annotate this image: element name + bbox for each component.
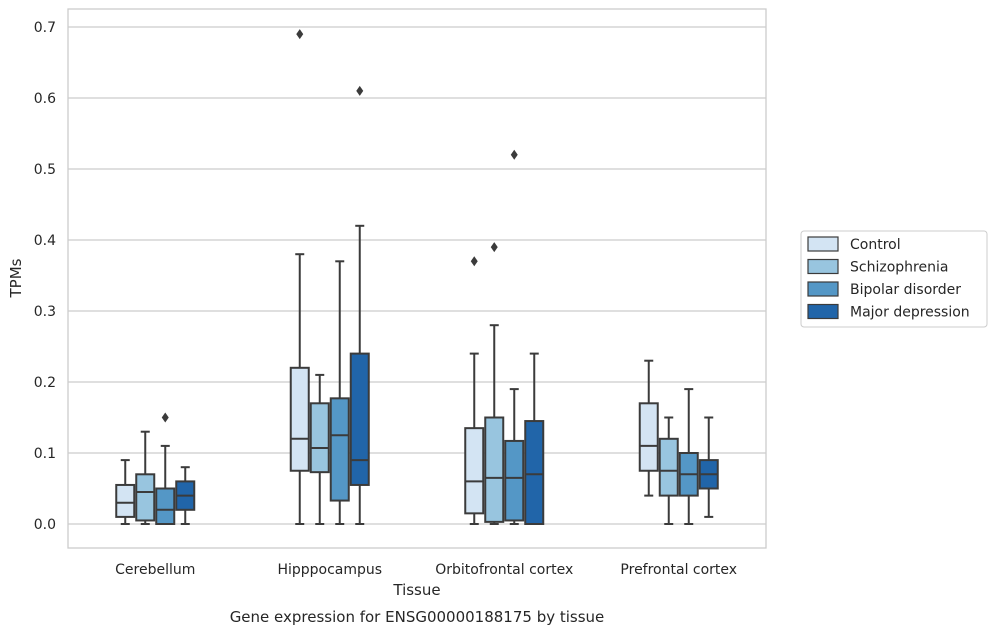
legend-swatch bbox=[807, 236, 839, 252]
box bbox=[504, 149, 525, 525]
box bbox=[484, 242, 505, 525]
box-iqr bbox=[464, 427, 485, 515]
box-iqr bbox=[155, 487, 176, 525]
box bbox=[658, 416, 679, 525]
legend-swatch bbox=[807, 281, 839, 297]
box-iqr bbox=[289, 366, 310, 472]
y-tick-label: 0.6 bbox=[34, 91, 56, 107]
x-tick-label: Orbitofrontal cortex bbox=[435, 562, 573, 578]
box-series bbox=[115, 29, 719, 525]
box bbox=[698, 416, 719, 518]
chart-caption: Gene expression for ENSG00000188175 by t… bbox=[230, 608, 605, 626]
box-iqr bbox=[524, 420, 545, 525]
box bbox=[289, 29, 310, 525]
box-iqr bbox=[135, 473, 156, 522]
y-tick-label: 0.4 bbox=[34, 233, 56, 249]
x-axis-label: Tissue bbox=[392, 581, 440, 599]
y-tick-label: 0.5 bbox=[34, 162, 56, 178]
legend-swatch bbox=[807, 258, 839, 275]
box-iqr bbox=[309, 402, 330, 474]
legend-label: Bipolar disorder bbox=[850, 282, 961, 298]
box bbox=[524, 352, 545, 525]
box bbox=[349, 85, 370, 525]
box bbox=[155, 412, 176, 525]
box-iqr bbox=[638, 402, 659, 472]
box bbox=[309, 373, 330, 525]
box-iqr bbox=[115, 483, 136, 518]
outlier-point bbox=[161, 412, 169, 423]
plot-frame bbox=[67, 8, 767, 549]
outlier-point bbox=[470, 256, 478, 267]
y-tick-label: 0.1 bbox=[34, 446, 56, 462]
box-iqr bbox=[329, 397, 350, 502]
box bbox=[638, 359, 659, 497]
box bbox=[329, 260, 350, 525]
legend-label: Major depression bbox=[850, 305, 970, 321]
legend-label: Schizophrenia bbox=[850, 260, 948, 276]
box bbox=[115, 459, 136, 525]
x-tick-label: Cerebellum bbox=[115, 562, 195, 578]
x-tick-label: Prefrontal cortex bbox=[620, 562, 737, 578]
legend-frame bbox=[800, 230, 988, 328]
box bbox=[464, 256, 485, 525]
y-tick-label: 0.7 bbox=[34, 20, 56, 36]
box-iqr bbox=[349, 352, 370, 486]
legend-swatch bbox=[807, 303, 839, 320]
y-axis-label: TPMs bbox=[7, 258, 25, 298]
box bbox=[678, 388, 699, 525]
box-iqr bbox=[658, 437, 679, 497]
y-tick-label: 0.2 bbox=[34, 375, 56, 391]
y-tick-label: 0.3 bbox=[34, 304, 56, 320]
outlier-point bbox=[296, 29, 304, 40]
y-tick-labels: 0.0 0.1 0.2 0.3 0.4 0.5 0.6 0.7 bbox=[34, 20, 56, 533]
outlier-point bbox=[490, 242, 498, 253]
legend-label: Control bbox=[850, 237, 901, 253]
box-iqr bbox=[484, 416, 505, 523]
box-iqr bbox=[504, 439, 525, 522]
outlier-point bbox=[510, 149, 518, 160]
x-tick-label: Hipppocampus bbox=[277, 562, 382, 578]
box bbox=[175, 466, 196, 525]
legend: Control Schizophrenia Bipolar disorder Majo… bbox=[800, 230, 988, 328]
box bbox=[135, 430, 156, 525]
y-tick-label: 0.0 bbox=[34, 517, 56, 533]
outlier-point bbox=[356, 85, 364, 96]
x-tick-labels: Cerebellum Hipppocampus Orbitofrontal cort… bbox=[115, 562, 737, 578]
